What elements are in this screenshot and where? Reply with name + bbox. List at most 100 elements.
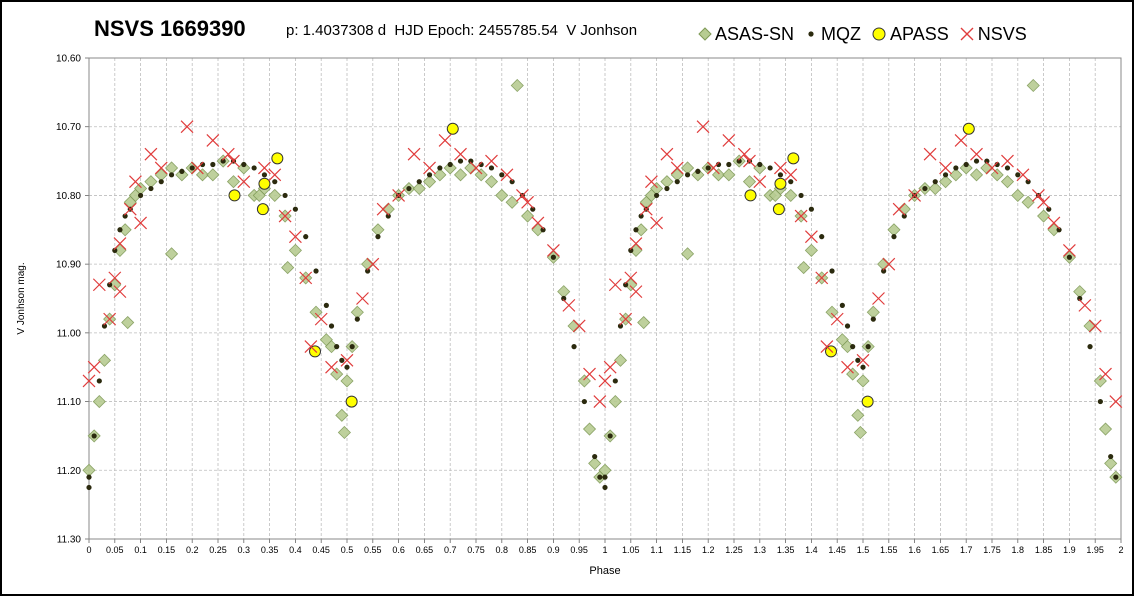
- x-tick-label: 0.15: [158, 545, 176, 555]
- point-mqz: [1046, 206, 1052, 212]
- point-mqz: [292, 206, 298, 212]
- y-tick-label: 11.20: [57, 466, 82, 477]
- point-mqz: [385, 213, 391, 219]
- point-apass: [228, 189, 241, 202]
- point-asas-sn: [969, 168, 984, 182]
- x-tick-label: 1.05: [622, 545, 640, 555]
- point-mqz: [581, 398, 587, 405]
- legend-label-asas-sn: ASAS-SN: [715, 23, 795, 44]
- point-mqz: [91, 433, 97, 439]
- legend-item-mqz: MQZ: [804, 24, 861, 45]
- point-mqz: [612, 378, 618, 384]
- point-asas-sn: [474, 168, 488, 182]
- point-asas-sn: [484, 175, 499, 189]
- point-mqz: [767, 165, 773, 171]
- chart-legend: ASAS-SN MQZ APASS NSVS: [698, 22, 1037, 46]
- point-mqz: [117, 227, 123, 233]
- point-asas-sn: [510, 78, 524, 93]
- point-mqz: [138, 192, 144, 199]
- point-mqz: [870, 316, 876, 322]
- point-mqz: [994, 161, 1000, 168]
- point-asas-sn: [768, 188, 782, 202]
- x-tick-label: 0.55: [364, 545, 382, 555]
- x-tick-label: 0.9: [547, 545, 560, 555]
- point-mqz: [726, 161, 732, 168]
- point-mqz: [850, 344, 856, 350]
- point-mqz: [757, 161, 763, 168]
- point-nsvs: [923, 147, 937, 161]
- point-asas-sn: [753, 161, 767, 175]
- x-tick-label: 1.2: [702, 545, 715, 555]
- x-tick-label: 0.6: [392, 545, 405, 555]
- point-nsvs: [366, 257, 380, 271]
- point-mqz: [101, 323, 108, 329]
- point-mqz: [808, 206, 815, 212]
- point-mqz: [953, 165, 959, 171]
- point-nsvs: [753, 175, 767, 189]
- point-mqz: [241, 161, 247, 168]
- point-apass: [774, 177, 787, 190]
- point-nsvs: [619, 312, 633, 326]
- point-asas-sn: [495, 188, 509, 202]
- y-tick-label: 11.00: [57, 328, 82, 339]
- point-asas-sn: [856, 374, 870, 388]
- point-asas-sn: [1098, 422, 1113, 436]
- point-mqz: [122, 213, 128, 219]
- point-asas-sn: [1000, 175, 1015, 189]
- point-asas-sn: [433, 168, 447, 182]
- x-tick-label: 2: [1118, 545, 1123, 555]
- point-mqz: [349, 344, 355, 350]
- point-nsvs: [1099, 367, 1112, 381]
- point-asas-sn: [252, 188, 266, 202]
- point-mqz: [323, 302, 329, 308]
- point-asas-sn: [608, 395, 622, 409]
- point-mqz: [617, 323, 624, 329]
- x-tick-label: 1.65: [932, 545, 950, 555]
- x-tick-label: 1: [602, 545, 607, 555]
- point-nsvs: [583, 367, 596, 381]
- point-nsvs: [639, 202, 653, 216]
- point-mqz: [777, 172, 784, 178]
- point-nsvs: [774, 161, 787, 175]
- point-mqz: [932, 179, 938, 185]
- point-nsvs: [325, 360, 338, 374]
- point-apass: [744, 189, 757, 202]
- point-nsvs: [438, 134, 452, 147]
- point-mqz: [282, 192, 288, 199]
- legend-label-mqz: MQZ: [821, 23, 862, 44]
- point-nsvs: [288, 230, 302, 244]
- point-mqz: [1004, 165, 1011, 171]
- point-nsvs: [872, 292, 885, 305]
- point-apass: [345, 395, 358, 408]
- point-mqz: [478, 161, 484, 168]
- point-mqz: [334, 344, 340, 350]
- point-apass: [772, 203, 785, 216]
- point-mqz: [1025, 179, 1031, 185]
- y-tick-label: 10.90: [56, 260, 81, 271]
- x-tick-label: 0.65: [416, 545, 434, 555]
- x-tick-label: 0.4: [289, 545, 302, 555]
- x-tick-label: 0.05: [106, 545, 124, 555]
- point-nsvs: [1032, 189, 1045, 202]
- point-asas-sn: [711, 168, 726, 182]
- x-tick-label: 0.8: [496, 545, 509, 555]
- point-mqz: [819, 234, 825, 240]
- x-tick-label: 0.1: [134, 545, 147, 555]
- point-nsvs: [970, 147, 983, 161]
- point-mqz: [942, 172, 949, 178]
- point-mqz: [602, 484, 608, 491]
- point-asas-sn: [288, 243, 302, 257]
- point-mqz: [881, 268, 887, 274]
- point-mqz: [437, 165, 443, 171]
- x-tick-label: 1.75: [983, 545, 1001, 555]
- x-tick-label: 1.35: [777, 545, 795, 555]
- y-axis-label: V Jonhson mag.: [16, 262, 27, 334]
- point-mqz: [654, 192, 660, 199]
- point-asas-sn: [1104, 456, 1118, 470]
- point-mqz: [148, 185, 154, 192]
- x-tick-label: 0.95: [570, 545, 588, 555]
- point-asas-sn: [797, 261, 811, 275]
- point-asas-sn: [195, 168, 210, 182]
- point-nsvs: [598, 374, 612, 388]
- point-asas-sn: [1026, 78, 1040, 93]
